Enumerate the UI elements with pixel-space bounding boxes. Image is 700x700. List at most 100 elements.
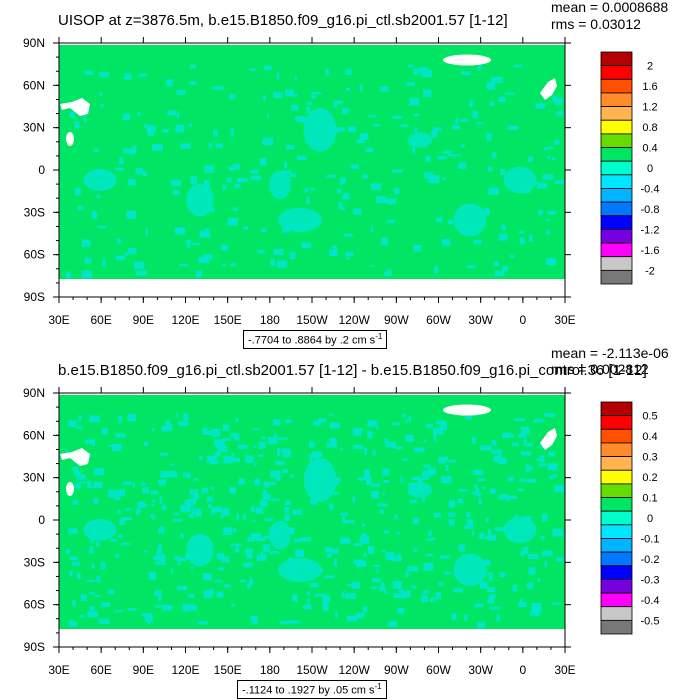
colorbar-label-2: 0.2 (642, 472, 657, 484)
y-tick-label-2: 30N (23, 471, 45, 485)
contour-info-box-2: -.1124 to .1927 by .05 cm s-1 (237, 680, 387, 699)
colorbar-label-1: -0.8 (641, 204, 660, 216)
colorbar-swatch-1 (600, 256, 633, 271)
contour-unit-exp-1: -1 (375, 332, 383, 341)
x-tick-label-1: 30E (48, 313, 69, 327)
colorbar-swatch-1 (600, 160, 633, 176)
colorbar-swatch-2 (600, 456, 633, 471)
colorbar-swatch-2 (600, 442, 633, 457)
y-tick-label-2: 60S (24, 598, 45, 612)
y-tick-label-2: 90N (23, 386, 45, 400)
anomaly-patches-2 (65, 413, 565, 629)
x-tick-label-2: 60W (426, 663, 451, 677)
colorbar-swatch-1 (600, 51, 633, 67)
y-tick-label-1: 90S (24, 290, 45, 304)
rms-stat-2: rms = 0.002812 (551, 361, 649, 377)
rms-stat-1: rms = 0.03012 (551, 16, 641, 32)
x-tick-label-2: 30E (48, 663, 69, 677)
colorbar-swatch-1 (600, 133, 633, 148)
colorbar-swatch-2 (600, 619, 633, 635)
x-tick-label-1: 30W (468, 313, 493, 327)
colorbar-swatch-1 (600, 65, 633, 80)
y-tick-label-1: 60S (24, 248, 45, 262)
x-tick-label-2: 120E (171, 663, 199, 677)
colorbar-swatch-1 (600, 147, 633, 162)
missing-area-2 (60, 448, 90, 466)
map-plot-2: 30E 60E 90E 120E 150E 180 150W 120W 90W 60W 30W 0 30… (23, 386, 660, 677)
y-tick-label-2: 0 (38, 513, 45, 527)
colorbar-swatch-2 (600, 497, 633, 512)
missing-area-2 (443, 404, 491, 416)
colorbar-label-2: -0.3 (641, 574, 660, 586)
colorbar-swatch-2 (600, 469, 633, 485)
x-tick-label-2: 90E (133, 663, 154, 677)
x-tick-label-1: 180 (260, 313, 280, 327)
map-panel-2: 30E 60E 90E 120E 150E 180 150W 120W 90W 60W 30W 0 30… (0, 346, 700, 700)
colorbar-swatch-2 (600, 524, 633, 539)
mean-stat-2: mean = -2.113e-06 (551, 345, 669, 361)
colorbar-swatch-1 (600, 229, 633, 244)
x-tick-label-1: 90E (133, 313, 154, 327)
colorbar-swatch-1 (600, 188, 633, 203)
x-tick-label-1: 60W (426, 313, 451, 327)
colorbar-label-2: 0.4 (642, 431, 657, 443)
colorbar-label-1: 0.4 (642, 143, 657, 155)
colorbar-label-2: -0.2 (641, 554, 660, 566)
colorbar-label-1: -1.2 (641, 224, 660, 236)
y-tick-label-2: 60N (23, 428, 45, 442)
colorbar-swatch-2 (600, 510, 633, 526)
x-tick-label-2: 120W (338, 663, 370, 677)
colorbar-label-2: 0.1 (642, 493, 657, 505)
missing-area-1 (60, 98, 90, 116)
x-tick-label-2: 30W (468, 663, 493, 677)
missing-area-1 (540, 78, 557, 100)
colorbar-label-2: 0.5 (642, 411, 657, 423)
colorbar-swatch-2 (600, 428, 633, 444)
colorbar-swatch-1 (600, 174, 633, 189)
missing-area-2 (540, 428, 557, 450)
contour-info-text-2: -.1124 to .1927 by .05 cm s (242, 684, 375, 697)
x-tick-label-2: 0 (519, 663, 526, 677)
x-tick-label-2: 90W (384, 663, 409, 677)
field-fill-1 (59, 45, 565, 279)
x-tick-label-1: 120E (171, 313, 199, 327)
colorbar-swatch-2 (600, 551, 633, 567)
plot-title-2: b.e15.B1850.f09_g16.pi_ctl.sb2001.57 [1-… (58, 362, 647, 379)
colorbar-swatch-2 (600, 415, 633, 430)
colorbar-swatch-2 (600, 592, 633, 608)
colorbar-swatch-2 (600, 565, 633, 580)
field-fill-2 (59, 395, 565, 629)
colorbar-swatch-1 (600, 119, 633, 135)
y-tick-label-2: 90S (24, 640, 45, 654)
colorbar-label-1: 0 (647, 163, 653, 175)
missing-band-2 (59, 631, 565, 647)
colorbar-label-1: 1.2 (642, 102, 657, 114)
x-tick-label-2: 30E (554, 663, 575, 677)
y-tick-label-1: 30N (23, 121, 45, 135)
colorbar-label-2: -0.4 (641, 595, 660, 607)
colorbar-label-2: 0.3 (642, 452, 657, 464)
colorbar-swatch-1 (600, 269, 633, 285)
y-tick-label-2: 30S (24, 555, 45, 569)
x-tick-label-2: 150W (296, 663, 328, 677)
contour-info-box-1: -.7704 to .8864 by .2 cm s-1 (243, 330, 388, 349)
map-plot-1: 30E 60E 90E 120E 150E 180 150W 120W 90W 60W 30W 0 30… (23, 36, 660, 327)
x-tick-label-2: 60E (90, 663, 111, 677)
mean-stat-1: mean = 0.0008688 (551, 0, 669, 15)
x-tick-label-1: 150W (296, 313, 328, 327)
x-tick-label-1: 90W (384, 313, 409, 327)
x-tick-label-1: 150E (214, 313, 242, 327)
colorbar-swatch-2 (600, 401, 633, 417)
colorbar-swatch-2 (600, 538, 633, 553)
colorbar-label-1: -2 (645, 265, 655, 277)
anomaly-patches-1 (66, 64, 564, 279)
colorbar-swatch-1 (600, 215, 633, 230)
colorbar-label-1: 2 (647, 61, 653, 73)
colorbar-label-1: -0.4 (641, 184, 660, 196)
missing-band-1 (59, 281, 565, 297)
y-tick-label-1: 60N (23, 78, 45, 92)
colorbar-swatch-1 (600, 242, 633, 258)
y-tick-label-1: 30S (24, 205, 45, 219)
colorbar-label-1: 1.6 (642, 81, 657, 93)
colorbar-swatch-2 (600, 483, 633, 498)
